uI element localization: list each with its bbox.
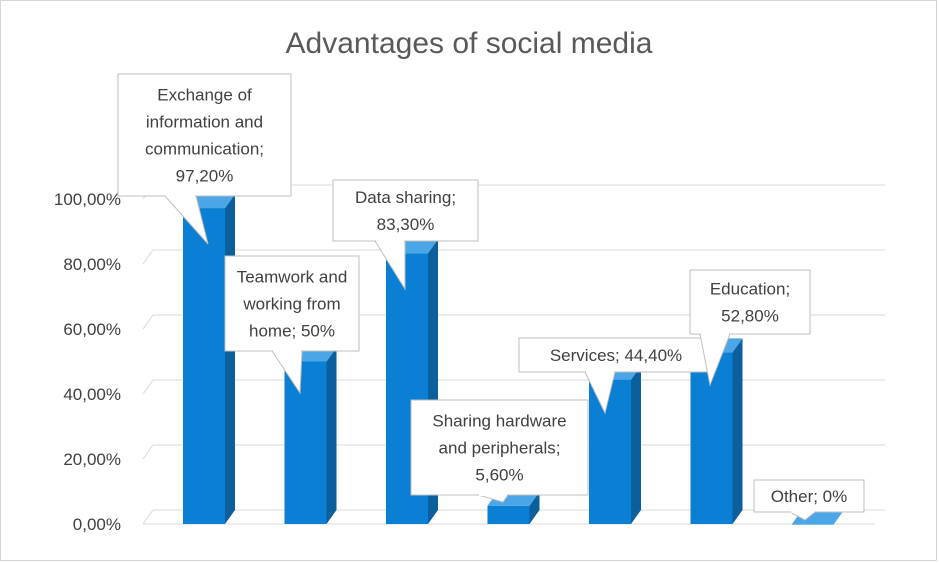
bar-side: [225, 194, 235, 524]
gridline: [142, 379, 885, 395]
data-label-text: Other; 0%: [771, 487, 848, 506]
bar: [690, 338, 743, 524]
data-label-text: and peripherals;: [439, 439, 561, 458]
data-label-text: Exchange of: [157, 86, 252, 105]
bar: [183, 194, 235, 524]
data-label-text: 5,60%: [475, 466, 523, 485]
y-tick-label: 40,00%: [63, 385, 121, 404]
data-label-text: Teamwork and: [237, 268, 348, 287]
data-label-text: communication;: [145, 140, 264, 159]
bar-side: [326, 347, 337, 524]
callout-box: [689, 269, 811, 335]
bar-front: [792, 524, 834, 525]
bar-front: [183, 208, 225, 524]
data-label-text: 97,20%: [176, 167, 234, 186]
data-label-text: information and: [146, 113, 263, 132]
bar-front: [487, 505, 530, 524]
gridline: [142, 249, 885, 265]
data-label-text: Services; 44,40%: [550, 346, 682, 365]
data-label-text: Sharing hardware: [432, 412, 566, 431]
bars: [183, 194, 844, 525]
bar-front: [284, 361, 327, 524]
data-label-text: home; 50%: [249, 322, 335, 341]
bar-side: [631, 365, 641, 524]
callout-box: [410, 399, 589, 496]
bar-side: [732, 338, 743, 524]
data-label-callout: Exchange of information and communication;…: [117, 73, 292, 245]
y-tick-label: 0,00%: [73, 515, 121, 534]
data-label-callout: Education; 52,80%: [689, 269, 811, 387]
callout-box: [332, 179, 479, 242]
y-tick-label: 100,00%: [54, 190, 121, 209]
bar: [589, 365, 641, 524]
callout-box: [117, 73, 292, 197]
data-label-callout: Other; 0%: [753, 479, 865, 521]
data-label-text: 83,30%: [377, 215, 435, 234]
bar-front: [589, 379, 631, 524]
data-label-text: Data sharing;: [355, 188, 456, 207]
chart-title: Advantages of social media: [286, 27, 653, 60]
y-tick-label: 80,00%: [63, 255, 121, 274]
data-label-text: Education;: [710, 280, 790, 299]
callout-box: [224, 255, 360, 352]
y-tick-label: 20,00%: [63, 450, 121, 469]
bar-side: [529, 491, 540, 524]
data-label-text: working from: [242, 295, 340, 314]
y-axis-ticks: 0,00% 20,00% 40,00% 60,00% 80,00% 100,00%: [54, 190, 121, 534]
y-tick-label: 60,00%: [63, 320, 121, 339]
data-label-callout: Teamwork and working from home; 50%: [224, 255, 360, 395]
data-labels: Exchange of information and communication;…: [117, 73, 865, 521]
data-label-callout: Sharing hardware and peripherals; 5,60%: [410, 399, 589, 503]
data-label-callout: Data sharing; 83,30%: [332, 179, 479, 291]
data-label-callout: Services; 44,40%: [518, 337, 714, 415]
data-label-text: 52,80%: [721, 307, 779, 326]
